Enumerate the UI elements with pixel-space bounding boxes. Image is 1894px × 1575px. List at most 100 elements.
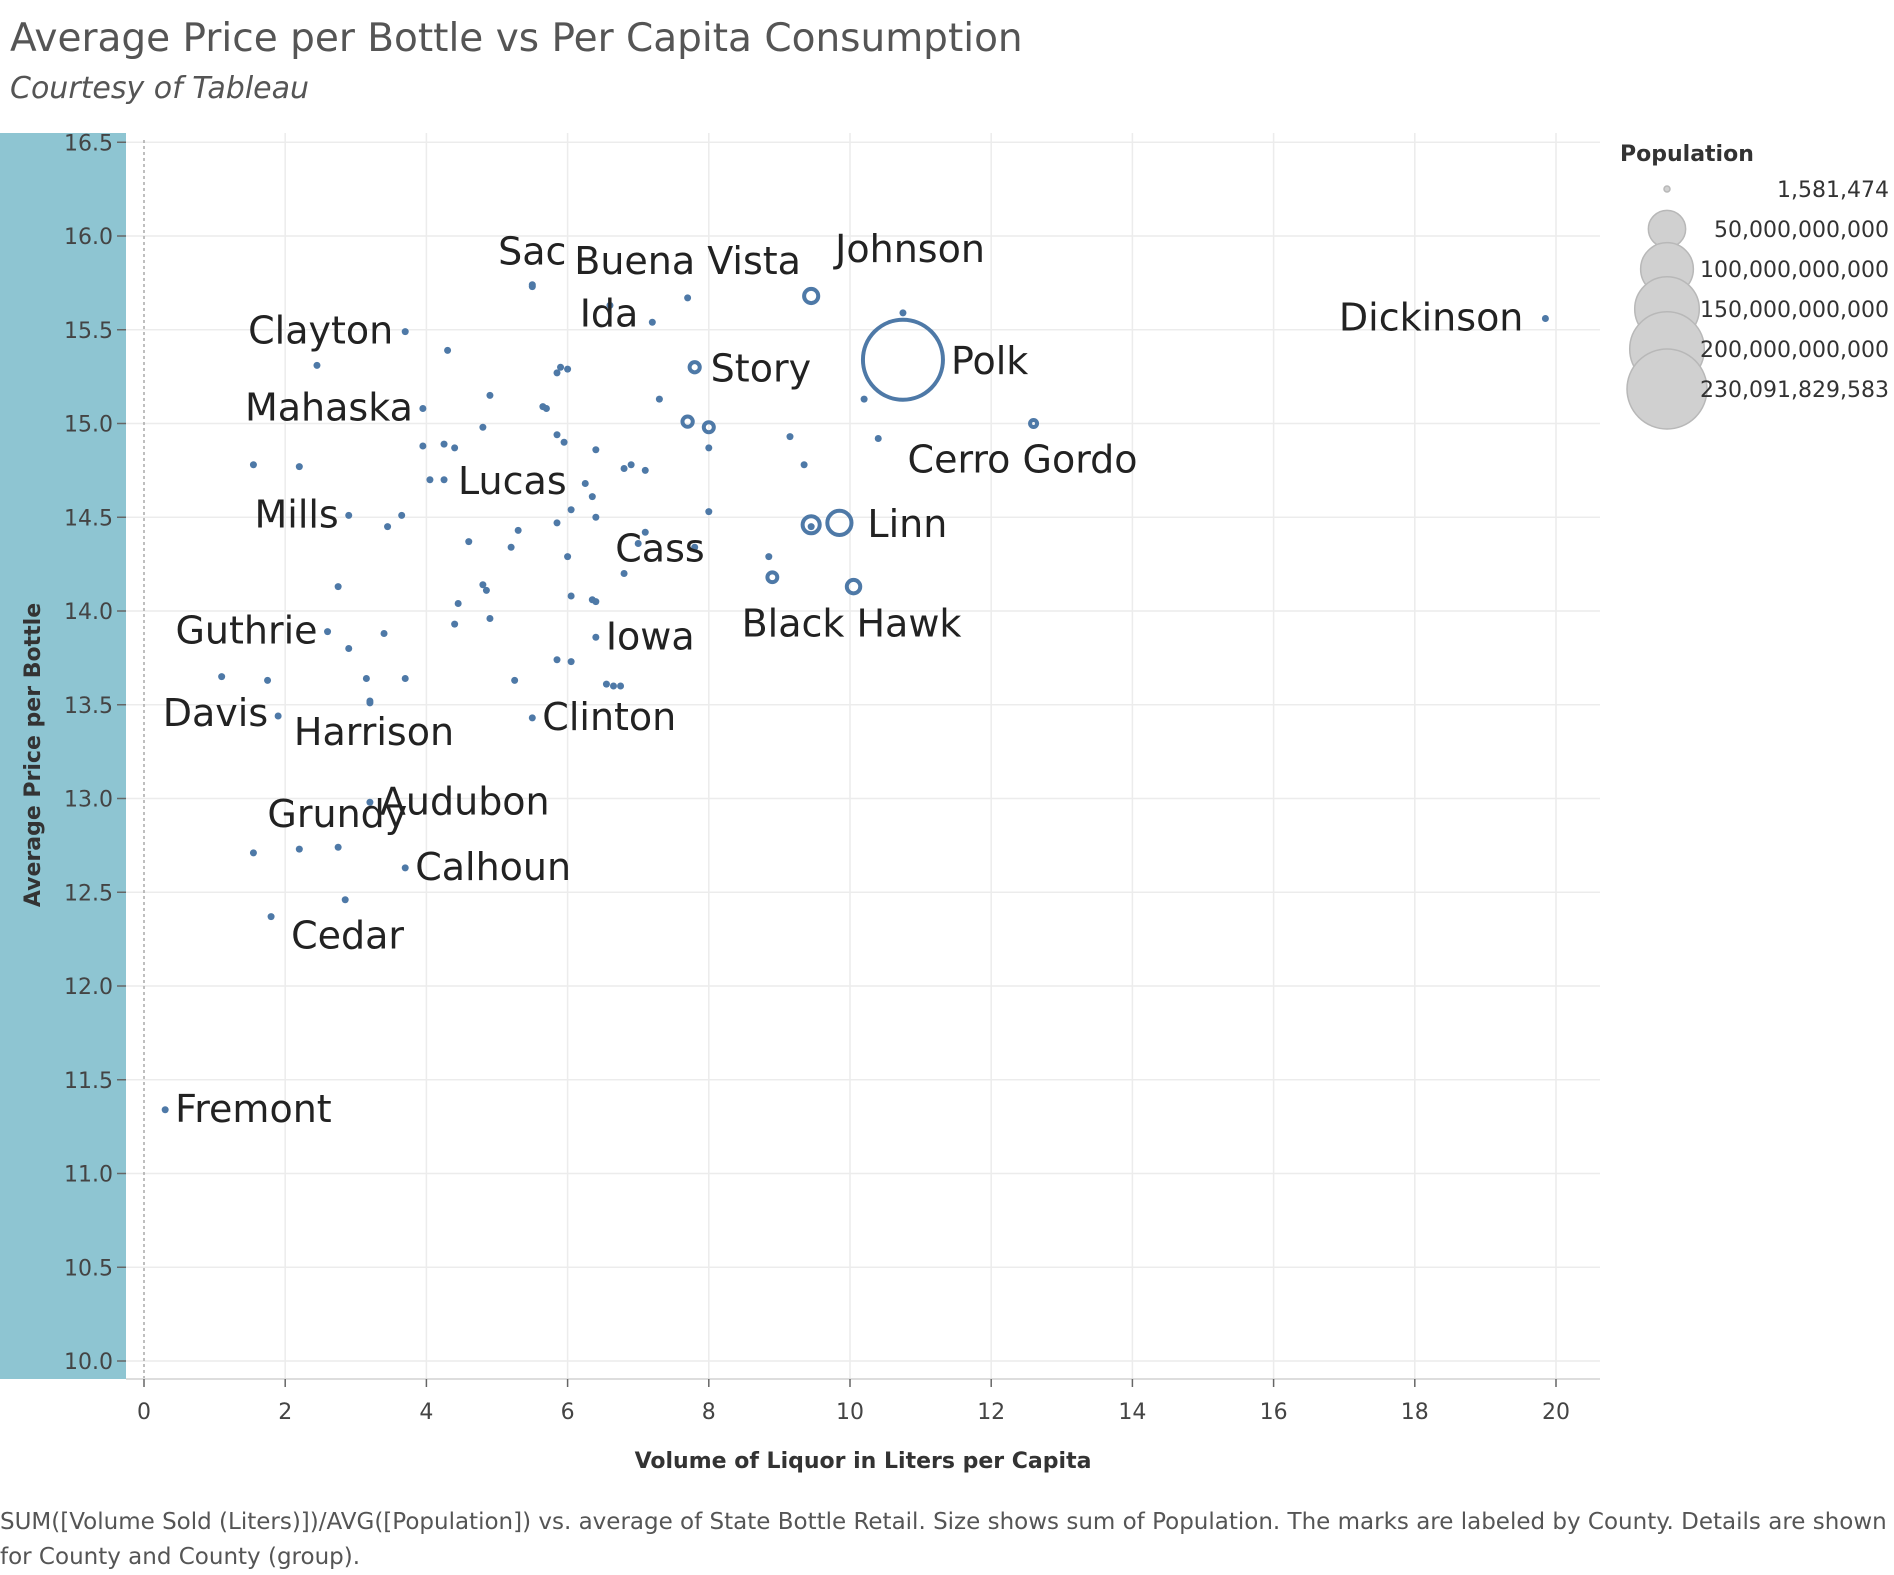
x-tick-label: 14 xyxy=(1118,1400,1146,1425)
data-point xyxy=(444,346,452,354)
data-point xyxy=(553,369,561,377)
data-point xyxy=(264,676,272,684)
y-tick-label: 10.5 xyxy=(64,1256,113,1281)
data-point xyxy=(807,523,815,531)
point-label: Fremont xyxy=(175,1087,332,1131)
data-point xyxy=(567,658,575,666)
data-point xyxy=(564,365,572,373)
y-tick-label: 15.0 xyxy=(64,413,113,438)
data-point xyxy=(366,697,374,705)
data-point xyxy=(634,540,642,547)
data-point xyxy=(553,431,561,439)
point-label: Cerro Gordo xyxy=(908,438,1138,482)
point-label: Ida xyxy=(580,291,639,335)
y-tick-label: 11.0 xyxy=(64,1163,113,1188)
data-point xyxy=(592,513,600,521)
data-point xyxy=(557,363,565,371)
data-point xyxy=(161,1106,169,1114)
legend-size-circle xyxy=(1626,348,1708,430)
data-point xyxy=(705,444,713,452)
y-tick-label: 13.0 xyxy=(64,788,113,813)
point-label: Iowa xyxy=(606,614,695,658)
x-tick-label: 8 xyxy=(702,1400,716,1425)
data-point xyxy=(539,403,547,411)
scatter-chart: 10.0 10.5 11.0 11.5 12.0 12.5 13.0 13.5 14.0 14.5… xyxy=(0,131,1889,1474)
point-label: Clinton xyxy=(542,695,676,739)
data-point xyxy=(641,528,649,536)
data-point xyxy=(380,630,388,637)
legend-entry-label: 50,000,000,000 xyxy=(1714,218,1889,243)
data-point xyxy=(398,511,406,519)
point-label: Mills xyxy=(254,492,338,536)
point-label: Cedar xyxy=(291,914,404,958)
data-point xyxy=(786,433,794,441)
data-point xyxy=(1541,315,1549,322)
data-point xyxy=(553,656,561,664)
data-point xyxy=(567,506,575,514)
data-point xyxy=(274,712,282,720)
data-point xyxy=(479,423,487,431)
data-point xyxy=(419,405,427,412)
data-point xyxy=(362,675,370,682)
point-label: Mahaska xyxy=(245,386,413,430)
data-point xyxy=(451,620,459,628)
data-point xyxy=(617,682,625,690)
data-point xyxy=(479,581,487,589)
bubble-point xyxy=(701,420,716,435)
y-axis-band xyxy=(0,133,126,1379)
point-label: Harrison xyxy=(294,710,454,754)
data-point xyxy=(592,446,600,454)
y-tick-label: 16.0 xyxy=(64,225,113,250)
x-tick-label: 12 xyxy=(977,1400,1005,1425)
data-point xyxy=(482,586,490,594)
data-point xyxy=(345,645,353,652)
data-points xyxy=(161,281,1549,1114)
data-point xyxy=(567,592,575,600)
point-label: Cass xyxy=(615,526,704,570)
point-label: Johnson xyxy=(833,227,985,271)
point-label: Buena Vista xyxy=(574,239,801,283)
data-point xyxy=(602,680,610,688)
chart-subtitle: Courtesy of Tableau xyxy=(10,71,310,106)
size-legend: Population 1,581,474 50,000,000,000 100,00… xyxy=(1620,142,1889,430)
point-label: Calhoun xyxy=(415,845,571,889)
data-point xyxy=(899,309,907,317)
data-point xyxy=(486,391,494,399)
data-point xyxy=(691,543,699,551)
data-point xyxy=(641,466,649,474)
data-point xyxy=(401,675,409,682)
data-point xyxy=(440,476,448,484)
x-tick-label: 18 xyxy=(1401,1400,1429,1425)
x-tick-label: 4 xyxy=(419,1400,433,1425)
data-point xyxy=(419,442,427,450)
data-point xyxy=(528,714,536,722)
data-point xyxy=(324,628,332,636)
y-tick-label: 11.5 xyxy=(64,1069,113,1094)
data-point xyxy=(486,615,494,622)
data-point xyxy=(511,676,519,684)
bubble-point xyxy=(765,570,780,585)
data-point xyxy=(860,395,868,403)
data-point xyxy=(341,896,349,904)
point-label: Clayton xyxy=(248,309,393,353)
y-axis-title: Average Price per Bottle xyxy=(21,603,46,907)
data-point xyxy=(249,461,257,469)
point-label: Linn xyxy=(867,502,947,546)
data-point xyxy=(218,673,226,681)
data-point xyxy=(440,440,448,448)
data-point xyxy=(313,361,321,369)
legend-size-circle xyxy=(1663,185,1671,193)
data-point xyxy=(514,526,522,534)
point-label: Davis xyxy=(163,691,268,735)
x-tick-label: 10 xyxy=(836,1400,864,1425)
data-point xyxy=(705,508,713,516)
data-point xyxy=(249,849,257,857)
data-point xyxy=(334,843,342,851)
data-point xyxy=(528,283,536,291)
data-point xyxy=(451,444,459,452)
data-point xyxy=(684,294,692,302)
data-point xyxy=(295,845,303,853)
data-point xyxy=(609,682,617,690)
data-point xyxy=(588,493,596,501)
data-point xyxy=(267,913,275,921)
